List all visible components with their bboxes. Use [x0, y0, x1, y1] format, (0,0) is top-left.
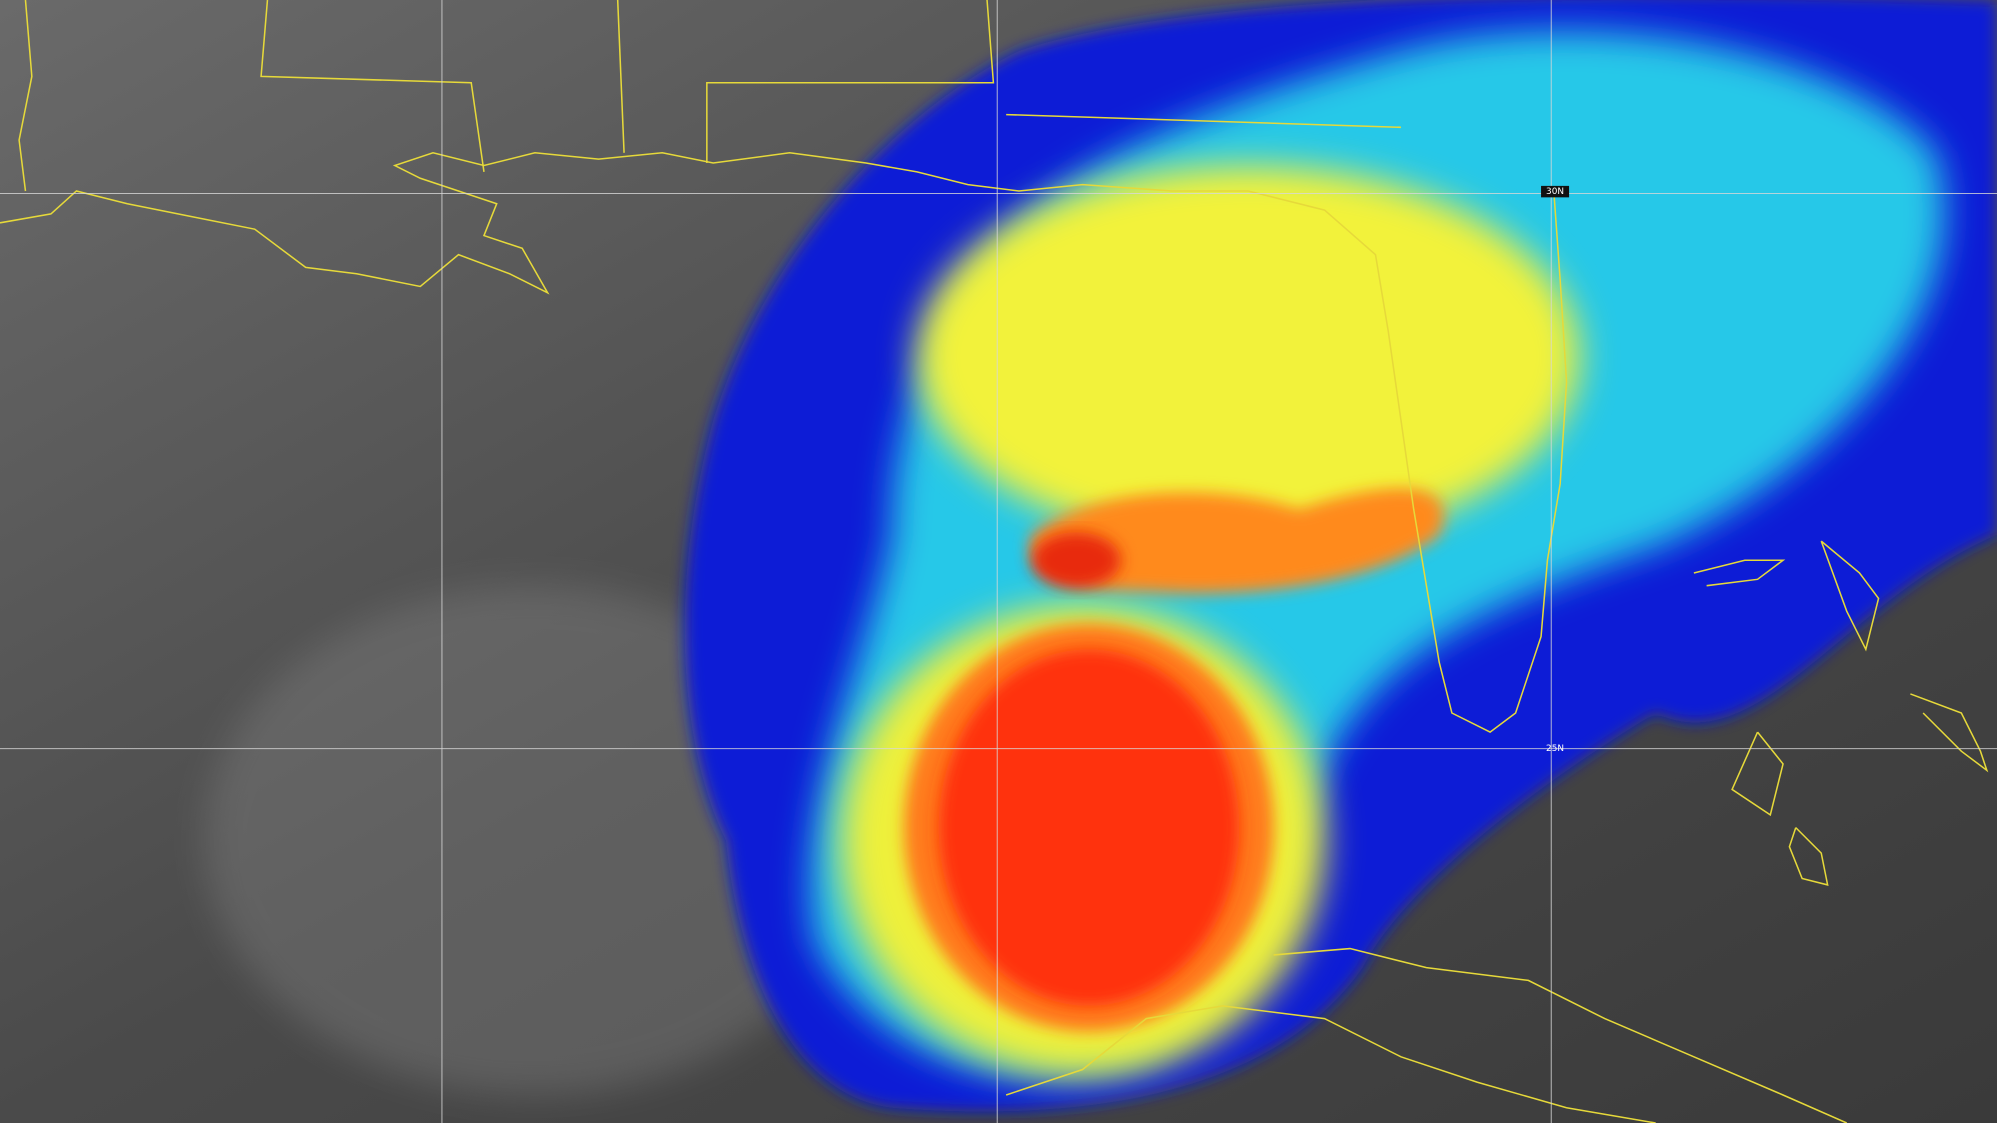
state-border: [616, 0, 625, 153]
state-border: [18, 0, 33, 192]
coastline-cuba: [1273, 947, 1848, 1123]
island: [1820, 540, 1880, 652]
island: [1910, 693, 1989, 773]
coastline-cuba-south: [1005, 1005, 1656, 1123]
island: [1731, 731, 1784, 817]
island: [1693, 559, 1786, 587]
state-border: [260, 0, 485, 172]
storm: [684, 0, 1997, 1112]
latitude-label: 30N: [1546, 187, 1564, 197]
cloud-yellow-north: [916, 165, 1580, 548]
state-border: [1006, 113, 1401, 129]
island: [1788, 827, 1829, 886]
label-box: [1541, 185, 1570, 198]
cloud-red-cell: [1031, 532, 1121, 589]
latitude-label: 25N: [1546, 744, 1564, 754]
cloud-red-core: [938, 649, 1240, 1006]
cloud-orange-band: [1029, 488, 1444, 594]
coastline-gulf-florida: [0, 151, 1568, 734]
state-border: [706, 0, 995, 163]
